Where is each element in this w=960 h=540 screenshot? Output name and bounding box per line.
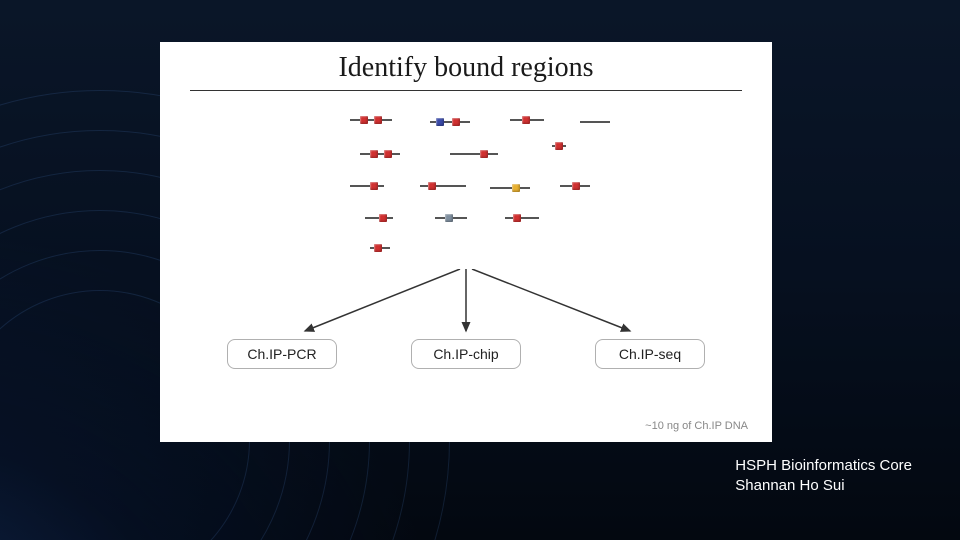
diagram-panel: Identify bound regions Ch.IP-PCR Ch.IP-c… [160, 42, 772, 442]
protein-bead [513, 214, 521, 222]
title-underline [190, 90, 742, 91]
protein-bead [360, 116, 368, 124]
dna-fragment [510, 119, 544, 121]
methods-row: Ch.IP-PCR Ch.IP-chip Ch.IP-seq [160, 339, 772, 369]
attribution: HSPH Bioinformatics Core Shannan Ho Sui [735, 456, 912, 497]
protein-bead [370, 150, 378, 158]
dna-fragment [490, 187, 530, 189]
dna-fragment [552, 145, 566, 147]
protein-bead [436, 118, 444, 126]
dna-fragment [450, 153, 498, 155]
protein-bead [445, 214, 453, 222]
protein-bead [428, 182, 436, 190]
protein-bead [370, 182, 378, 190]
protein-bead [384, 150, 392, 158]
dna-fragment [560, 185, 590, 187]
protein-bead [374, 244, 382, 252]
attribution-line1: HSPH Bioinformatics Core [735, 456, 912, 476]
protein-bead [480, 150, 488, 158]
protein-bead [572, 182, 580, 190]
panel-title: Identify bound regions [160, 42, 772, 90]
protein-bead [452, 118, 460, 126]
attribution-line2: Shannan Ho Sui [735, 476, 912, 496]
method-chip-chip: Ch.IP-chip [411, 339, 521, 369]
method-chip-seq: Ch.IP-seq [595, 339, 705, 369]
dna-fragment [435, 217, 467, 219]
arrow [472, 269, 630, 331]
dna-fragment [350, 185, 384, 187]
arrow [305, 269, 460, 331]
arrows-region [160, 269, 772, 339]
protein-bead [512, 184, 520, 192]
footnote: ~10 ng of Ch.IP DNA [645, 420, 748, 432]
dna-fragment [420, 185, 466, 187]
arrows-svg [160, 269, 772, 339]
dna-fragment [365, 217, 393, 219]
protein-bead [555, 142, 563, 150]
fragment-cloud [160, 109, 772, 269]
dna-fragment [505, 217, 539, 219]
method-chip-pcr: Ch.IP-PCR [227, 339, 337, 369]
dna-fragment [360, 153, 400, 155]
protein-bead [522, 116, 530, 124]
dna-fragment [430, 121, 470, 123]
protein-bead [379, 214, 387, 222]
dna-fragment [350, 119, 392, 121]
protein-bead [374, 116, 382, 124]
dna-fragment [370, 247, 390, 249]
dna-fragment [580, 121, 610, 123]
